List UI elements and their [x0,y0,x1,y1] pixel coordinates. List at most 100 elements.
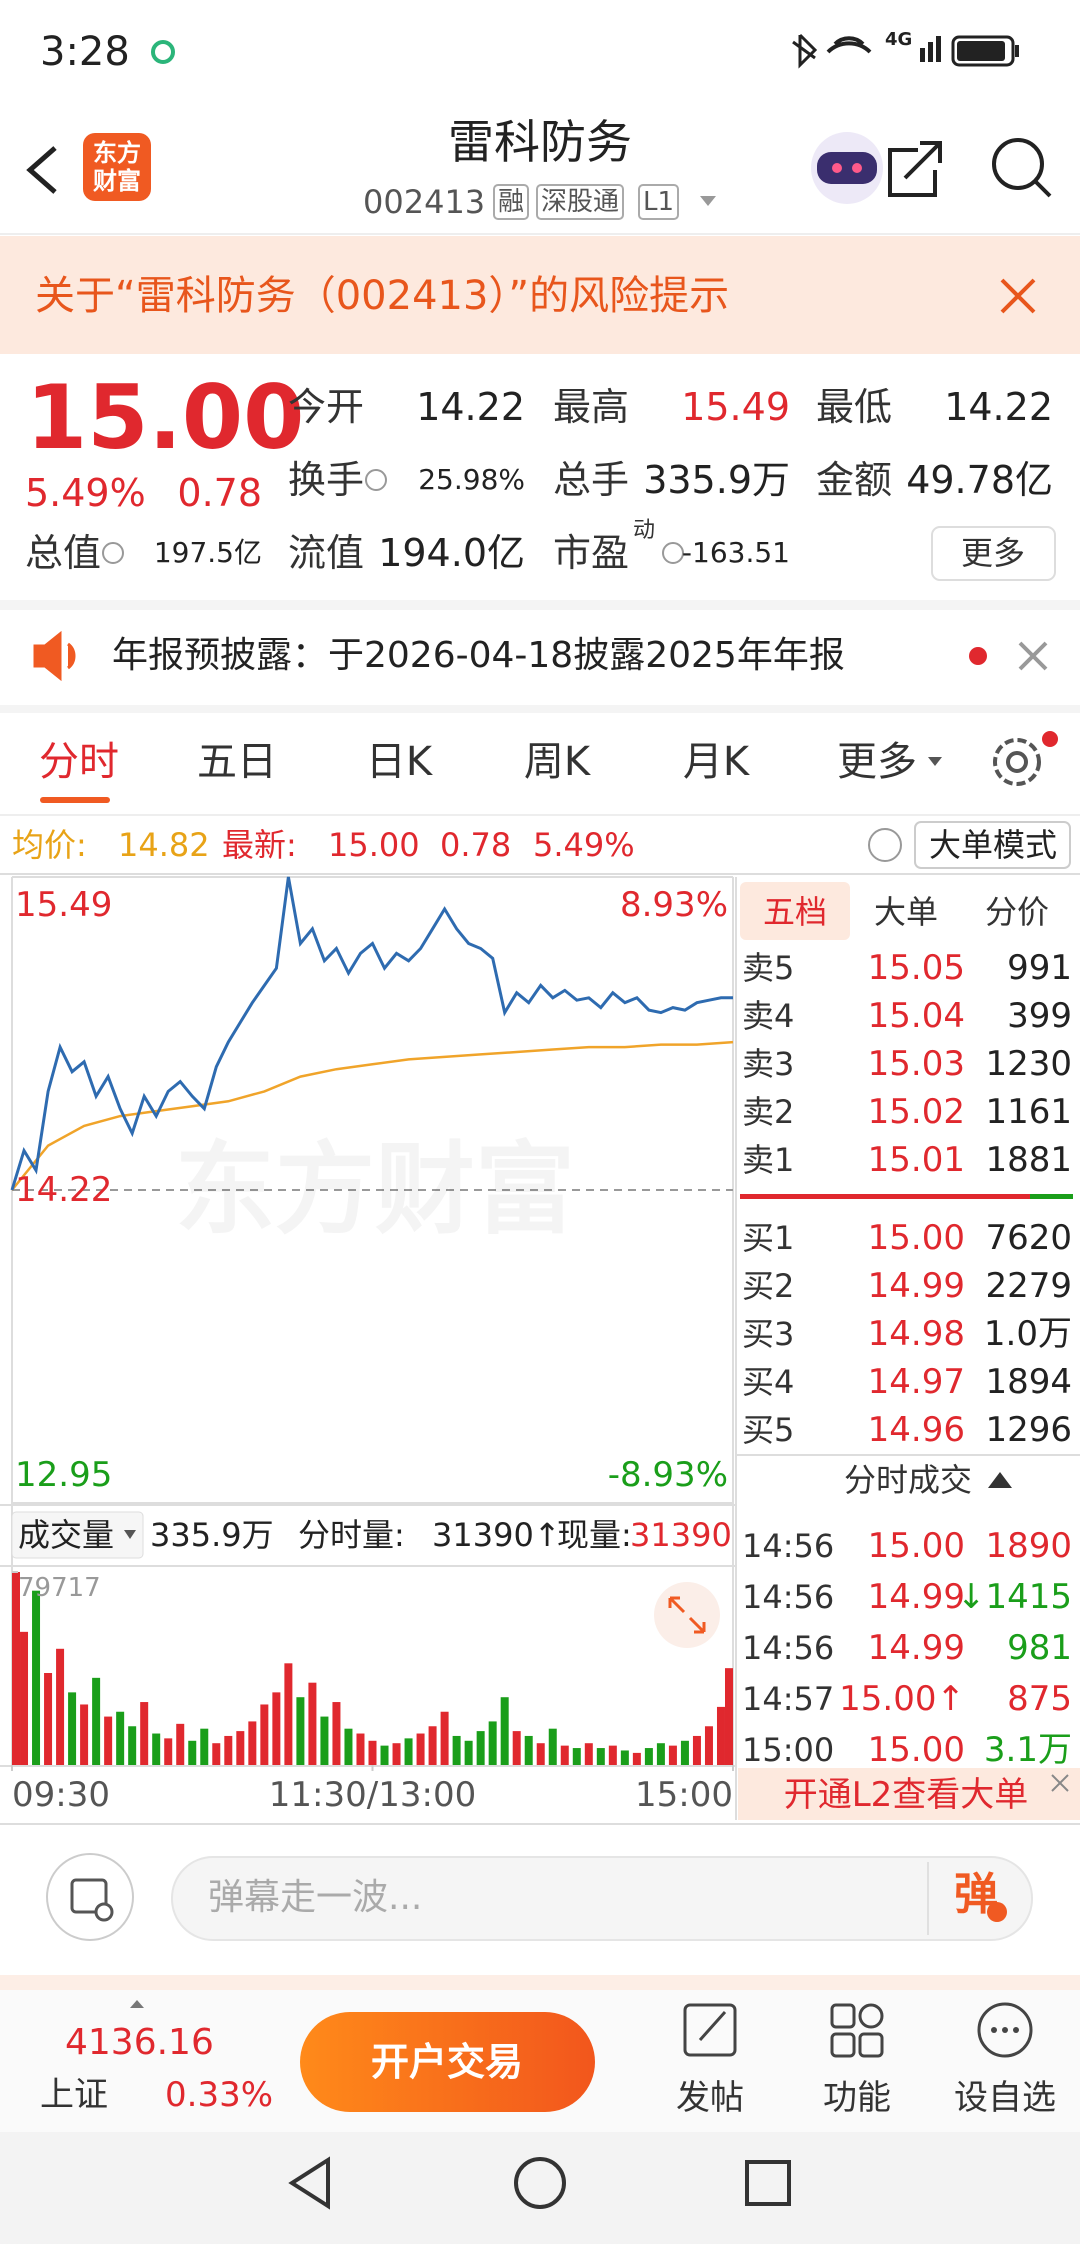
volume-bar [704,1726,713,1765]
field-label: 流值 [288,531,365,575]
volume-select-bg[interactable] [11,1511,144,1559]
info-change: 0.78 [440,826,512,864]
volume-bar [92,1677,101,1765]
volume-select-arrow[interactable] [124,1530,136,1539]
comment-settings[interactable] [46,1853,134,1941]
trade-button[interactable]: 开户交易 [370,2040,524,2084]
watchlist-icon[interactable] [977,2002,1033,2058]
chart-tab[interactable]: 更多 [837,739,917,785]
volume-bar [320,1716,329,1765]
chart-tab[interactable]: 五日 [197,739,277,785]
nav-back[interactable] [288,2156,330,2210]
volume-bar [12,1572,20,1765]
close-banner[interactable] [1000,278,1036,314]
field-label: 市盈 [553,531,630,575]
volume-bar [416,1733,425,1765]
book-tab[interactable]: 大单 [873,893,939,931]
book-price: 15.03 [867,1044,965,1084]
function-icon[interactable] [830,2003,884,2058]
post-icon[interactable] [683,2003,737,2057]
volume-bar [344,1728,353,1765]
book-price: 14.96 [867,1410,965,1450]
search-button[interactable] [992,138,1052,198]
logo-text: 财富 [93,167,141,195]
comment-placeholder[interactable]: 弹幕走一波... [208,1877,423,1918]
book-level: 买5 [742,1411,795,1449]
chart-tab[interactable]: 周K [523,739,591,785]
book-volume: 1296 [985,1410,1072,1450]
volume-bar [404,1738,413,1765]
volume-total: 335.9万 [150,1516,274,1554]
barrage-button[interactable]: 弹 [954,1869,998,1920]
nav-home[interactable] [514,2157,566,2209]
book-volume: 1.0万 [983,1314,1072,1354]
close-l2[interactable] [1051,1774,1069,1792]
change: 0.78 [177,471,262,515]
volume-bar [272,1692,281,1765]
info-change-pct: 5.49% [533,826,635,864]
back-button[interactable] [26,146,57,194]
stock-name: 雷科防务 [448,115,632,169]
book-price: 14.98 [867,1314,965,1354]
comment-input[interactable] [171,1856,1033,1941]
chart-tab[interactable]: 月K [682,739,750,785]
last-price: 15.00 [26,366,305,469]
more-button-bg[interactable] [931,526,1056,581]
book-volume: 1894 [985,1362,1072,1402]
volume-bar [476,1731,485,1765]
book-level: 买1 [742,1219,795,1257]
l2-banner-bg[interactable] [738,1768,1080,1820]
field-value: 197.5亿 [153,536,262,569]
nav-recent[interactable] [745,2160,791,2206]
close-notice[interactable] [1018,641,1048,671]
trade-price: 15.00 [867,1730,965,1770]
expand-button[interactable] [654,1582,720,1648]
volume-bar [116,1711,125,1765]
volume-bar [128,1726,137,1765]
action-label[interactable]: 设自选 [954,2078,1056,2118]
info-last: 15.00 [328,826,420,864]
book-price: 15.05 [867,948,965,988]
volume-bar [164,1738,173,1765]
trade-time: 14:56 [742,1629,835,1667]
bid-bar [1030,1194,1073,1199]
more-arrow[interactable] [928,757,942,766]
book-tab[interactable]: 分价 [984,893,1050,931]
help-icon[interactable] [868,828,902,862]
volume-bar [452,1735,461,1765]
more-button[interactable]: 更多 [960,534,1026,572]
ask-bar [740,1194,1030,1199]
trades-title[interactable]: 分时成交 [843,1461,973,1499]
trade-button-bg[interactable] [300,2012,595,2112]
action-label[interactable]: 发帖 [676,2078,744,2118]
volume-bar [584,1743,593,1765]
book-tab[interactable]: 五档 [762,893,828,931]
dropdown-arrow[interactable] [700,196,716,206]
volume-select[interactable]: 成交量 [18,1516,115,1554]
stock-code: 002413 [363,183,486,221]
minute-volume-label: 分时量: [298,1516,405,1554]
mode-button-bg[interactable] [914,821,1071,869]
action-label[interactable]: 功能 [823,2078,891,2118]
book-level: 买3 [742,1315,795,1353]
l2-banner[interactable]: 开通L2查看大单 [783,1775,1029,1815]
volume-bar [56,1648,65,1765]
info-last-label: 最新: [222,826,297,864]
chart-tab[interactable]: 日K [365,739,433,785]
book-volume: 1161 [985,1092,1072,1132]
notice[interactable]: 年报预披露：于2026-04-18披露2025年年报 [112,635,845,676]
settings-button[interactable] [993,731,1058,786]
mode-button[interactable]: 大单模式 [928,826,1058,864]
index-value: 4136.16 [65,2022,214,2063]
collapse-arrow[interactable] [988,1472,1012,1488]
chart-tab[interactable]: 分时 [39,739,119,785]
robot-avatar[interactable] [811,132,883,204]
share-button[interactable] [888,141,942,197]
risk-banner[interactable]: 关于“雷科防务（002413）”的风险提示 [35,273,730,319]
sync-icon [151,40,175,64]
field-value: 15.49 [681,385,790,429]
trade-price: 14.99 [867,1628,965,1668]
trade-time: 14:56 [742,1578,835,1616]
volume-bar [140,1702,149,1765]
